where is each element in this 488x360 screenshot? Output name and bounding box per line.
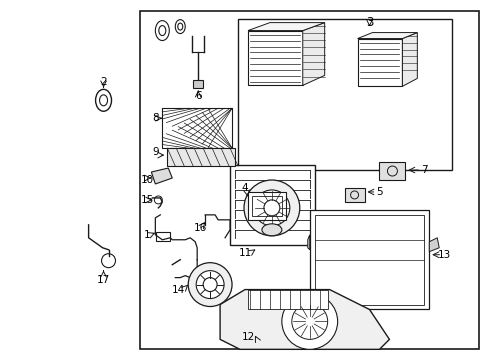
Bar [251, 196, 281, 216]
Polygon shape [302, 23, 324, 85]
Bar [167, 148, 235, 166]
Text: 1: 1 [144, 230, 150, 240]
Circle shape [196, 271, 224, 298]
Circle shape [188, 263, 232, 306]
Text: 13: 13 [437, 250, 450, 260]
Bar [193, 80, 203, 88]
Text: 15: 15 [141, 195, 154, 205]
Text: 11: 11 [238, 248, 251, 258]
Bar [379, 162, 405, 180]
Bar [247, 192, 285, 220]
Bar [247, 31, 302, 85]
Circle shape [253, 190, 289, 226]
Text: 8: 8 [152, 113, 158, 123]
Text: 5: 5 [375, 187, 382, 197]
Text: 17: 17 [97, 275, 110, 285]
Text: 7: 7 [420, 165, 427, 175]
Bar [140, 11, 478, 349]
Bar [229, 165, 314, 245]
Bar [162, 108, 232, 148]
Bar [156, 232, 170, 241]
Bar [247, 289, 327, 310]
Polygon shape [247, 23, 324, 31]
Text: 12: 12 [241, 332, 254, 342]
Circle shape [281, 293, 337, 349]
Text: 9: 9 [152, 147, 158, 157]
Text: 3: 3 [365, 16, 372, 29]
Polygon shape [402, 32, 416, 86]
Circle shape [244, 180, 299, 236]
Text: 16: 16 [193, 223, 206, 233]
Bar [314, 215, 424, 305]
Bar [309, 210, 428, 310]
Ellipse shape [262, 224, 281, 236]
Text: 2: 2 [100, 77, 107, 87]
Polygon shape [151, 168, 172, 184]
Circle shape [264, 200, 279, 216]
Circle shape [203, 278, 217, 292]
Bar [344, 188, 364, 202]
Polygon shape [307, 235, 309, 250]
Polygon shape [428, 238, 438, 252]
Text: 14: 14 [171, 284, 184, 294]
Text: 4: 4 [241, 183, 248, 193]
Polygon shape [357, 32, 416, 39]
Polygon shape [220, 289, 388, 349]
Text: 6: 6 [195, 91, 201, 101]
Bar [357, 39, 402, 86]
Text: 10: 10 [141, 175, 154, 185]
Bar [238, 19, 451, 170]
